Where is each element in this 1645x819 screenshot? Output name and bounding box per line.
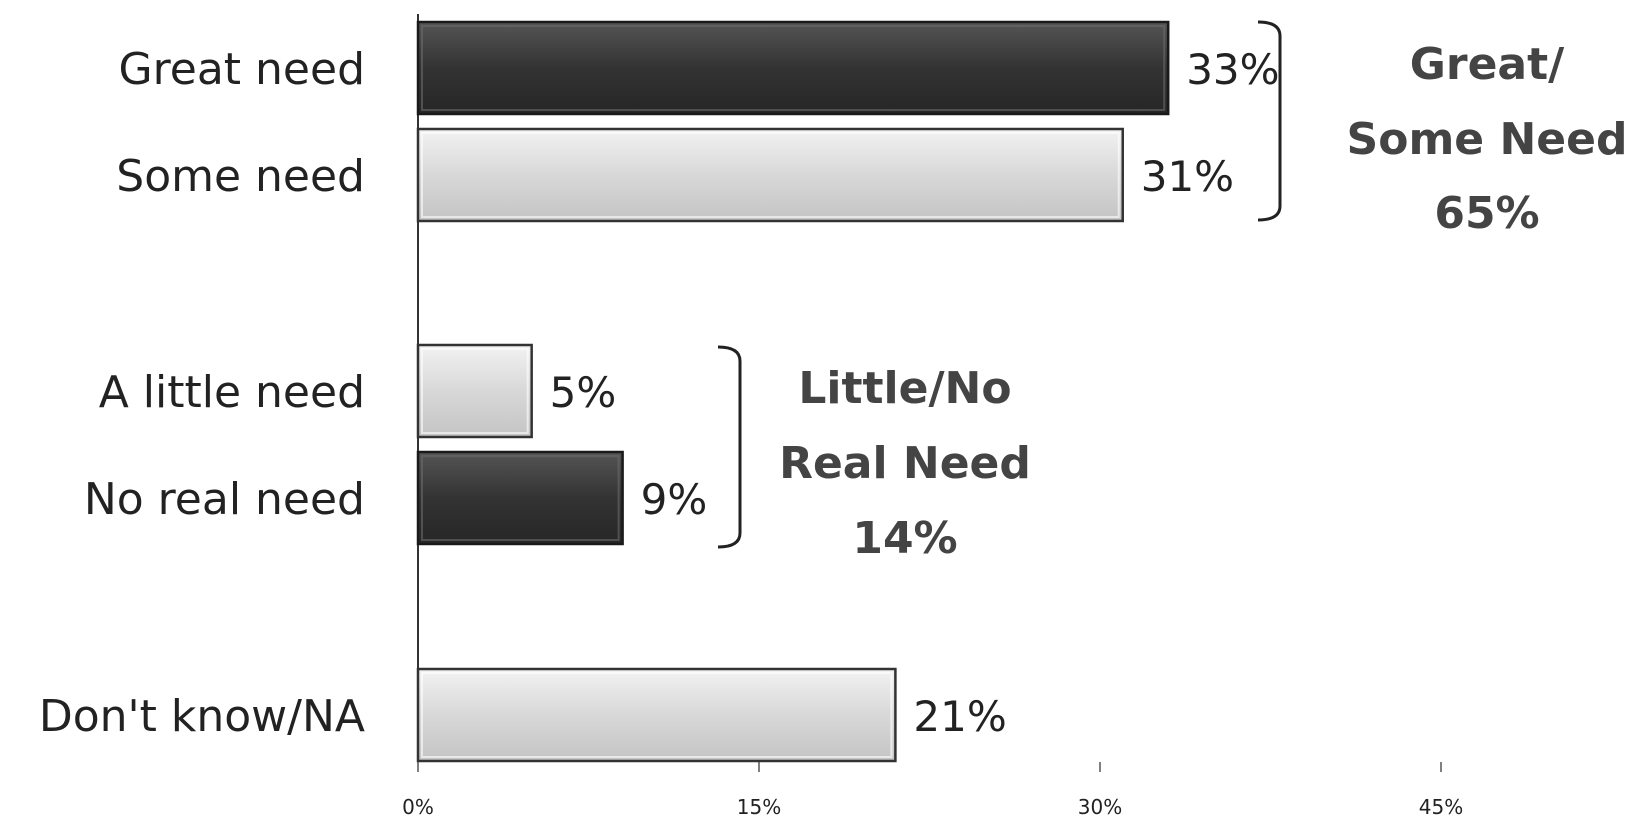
value-label: 21% [913,692,1006,741]
x-tick-label: 15% [737,795,781,819]
category-label: A little need [99,367,365,418]
value-label: 31% [1141,152,1234,201]
group-label: 65% [1434,188,1539,239]
bar-3 [416,450,624,546]
bar-bevel-1 [421,132,1120,218]
group-label: Some Need [1347,114,1628,165]
category-label: Some need [116,151,365,202]
value-label: 9% [641,475,708,524]
category-label: No real need [84,474,365,525]
x-tick-label: 30% [1078,795,1122,819]
value-label: 33% [1186,45,1279,94]
bar-bevel-3 [421,455,620,541]
category-label: Great need [119,44,365,95]
bar-bevel-0 [421,25,1166,111]
group-bracket [717,345,742,549]
bar-1 [416,127,1124,223]
group-label: Real Need [779,438,1031,489]
bar-bevel-4 [421,672,893,758]
group-label: Great/ [1410,39,1565,90]
bar-0 [416,20,1170,116]
bar-2 [416,343,533,439]
group-bracket [1257,20,1282,222]
value-label: 5% [550,368,617,417]
bar-4 [416,667,897,763]
category-label: Don't know/NA [39,691,365,742]
x-tick-label: 0% [402,795,434,819]
group-label: Little/No [798,363,1011,414]
plot-area: 0% 15% 30% 45% Great need 33% Some need 31% A li… [39,14,1628,819]
group-label: 14% [852,513,957,564]
bar-bevel-2 [421,348,529,434]
x-tick-label: 45% [1419,795,1463,819]
